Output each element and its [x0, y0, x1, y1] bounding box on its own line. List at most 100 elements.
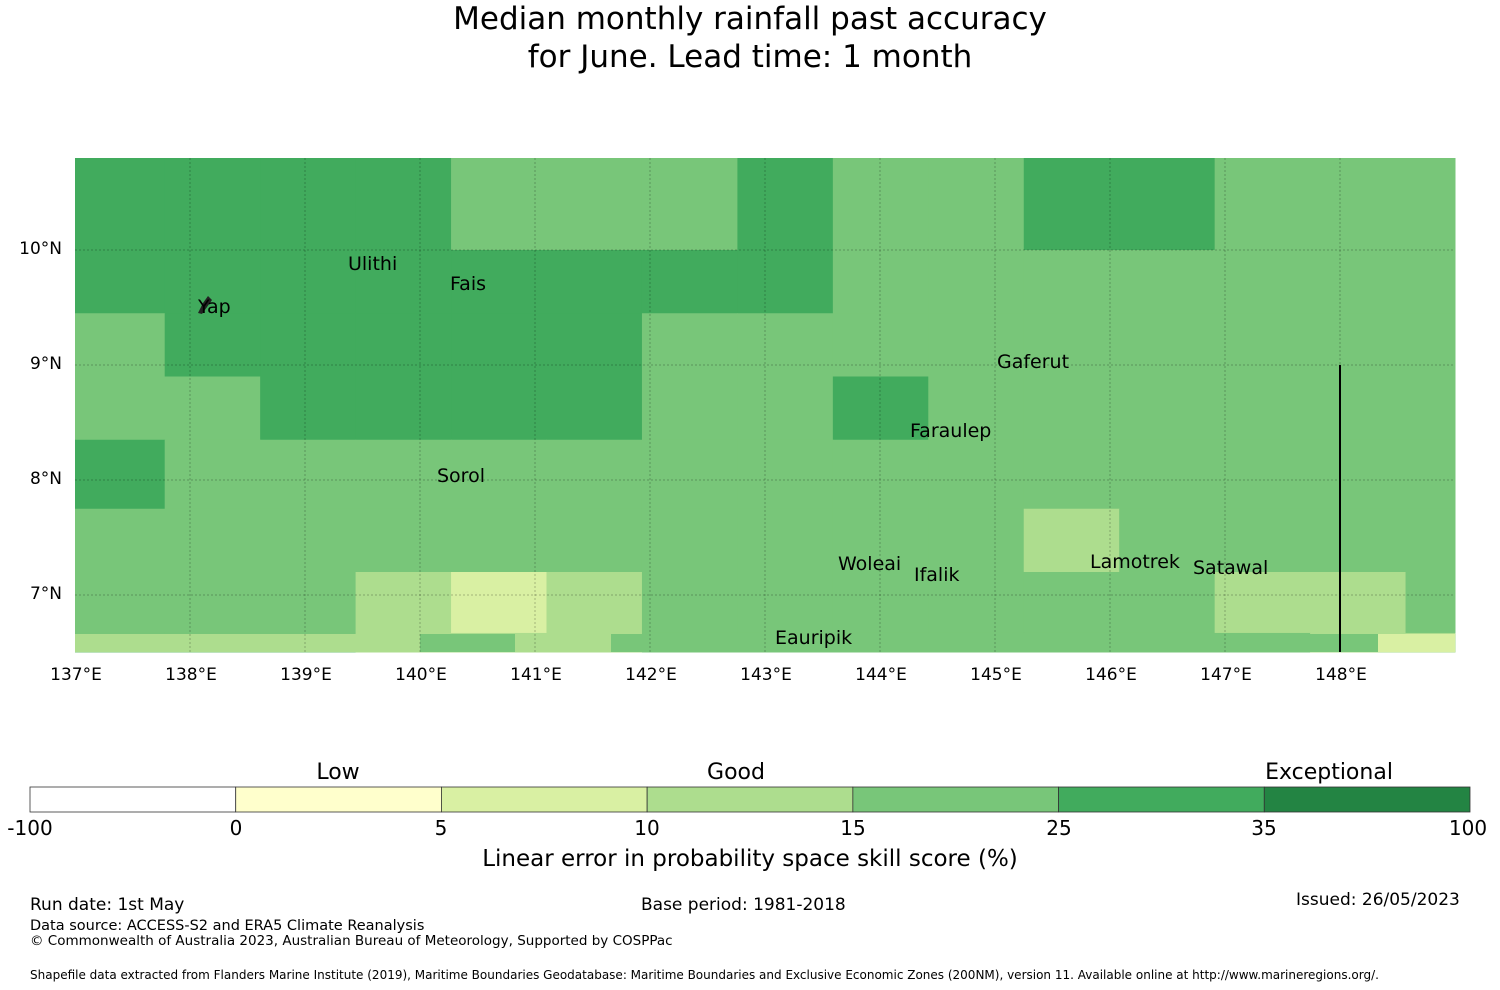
skill-cell	[451, 376, 547, 441]
skill-cell	[641, 313, 738, 377]
skill-cell	[1310, 439, 1407, 510]
skill-cell	[641, 376, 738, 441]
skill-cell	[546, 158, 643, 251]
lon-label-138E: 138°E	[165, 665, 217, 685]
skill-cell	[1023, 250, 1120, 314]
data-source: Data source: ACCESS-S2 and ERA5 Climate …	[30, 918, 425, 934]
skill-cell	[1405, 439, 1456, 510]
skill-cell	[1214, 572, 1311, 634]
skill-cell	[1405, 313, 1456, 377]
place-label-lamotrek: Lamotrek	[1090, 551, 1180, 573]
skill-cell	[928, 508, 1025, 573]
skill-cell	[451, 508, 547, 573]
skill-cell	[737, 376, 834, 441]
skill-cell	[641, 508, 738, 573]
skill-cell	[546, 250, 643, 314]
lon-label-137E: 137°E	[50, 665, 102, 685]
skill-cell	[451, 158, 547, 251]
skill-cell	[928, 158, 1025, 251]
skill-cell	[260, 572, 357, 634]
skill-cell	[1119, 376, 1216, 441]
skill-cell	[546, 376, 643, 441]
skill-cell	[355, 439, 452, 510]
skill-cell	[1119, 250, 1216, 314]
place-label-woleai: Woleai	[838, 553, 902, 575]
skill-cell	[164, 250, 261, 314]
colorbar-segment	[29, 786, 237, 813]
skill-cell	[1310, 508, 1407, 573]
skill-cell	[1405, 158, 1456, 251]
skill-cell	[1119, 313, 1216, 377]
skill-cell	[832, 508, 929, 573]
colorbar-tick: 100	[1448, 816, 1488, 840]
skill-cell	[928, 250, 1025, 314]
skill-cell	[1310, 158, 1407, 251]
skill-cell	[1214, 376, 1311, 441]
skill-cell	[1310, 376, 1407, 441]
skill-cell	[1023, 158, 1120, 251]
skill-cell	[928, 572, 1025, 634]
skill-cell	[355, 158, 452, 251]
skill-cell	[75, 439, 166, 510]
skill-cell	[1310, 572, 1407, 634]
base-period: Base period: 1981-2018	[641, 895, 846, 915]
skill-cell	[515, 634, 611, 652]
skill-cell	[1310, 313, 1407, 377]
skill-cell	[75, 250, 166, 314]
lon-label-147E: 147°E	[1200, 665, 1252, 685]
lon-label-140E: 140°E	[395, 665, 447, 685]
run-date: Run date: 1st May	[30, 895, 185, 915]
skill-cell	[1023, 572, 1120, 634]
skill-cell	[641, 158, 738, 251]
skill-cell	[355, 508, 452, 573]
skill-cell	[420, 634, 515, 652]
skill-cell	[164, 376, 261, 441]
skill-cell	[164, 572, 261, 634]
skill-cell	[75, 508, 166, 573]
skill-cell	[1119, 439, 1216, 510]
colorbar-heading-good: Good	[707, 760, 765, 785]
skill-cell	[355, 250, 452, 314]
colorbar-heading-low: Low	[316, 760, 360, 785]
skill-cell	[164, 508, 261, 573]
colorbar-tick: 15	[840, 816, 866, 840]
skill-cell	[928, 439, 1025, 510]
skill-cell	[1405, 572, 1456, 634]
skill-cell	[75, 376, 166, 441]
skill-cell	[164, 439, 261, 510]
skill-grid-cells	[75, 158, 1456, 653]
copyright: © Commonwealth of Australia 2023, Austra…	[30, 933, 673, 949]
skill-cell	[1023, 439, 1120, 510]
colorbar-tick: 25	[1046, 816, 1072, 840]
skill-cell	[737, 313, 834, 377]
skill-cell	[832, 158, 929, 251]
place-label-faraulep: Faraulep	[910, 420, 992, 442]
skill-cell	[260, 439, 357, 510]
skill-cell	[1405, 250, 1456, 314]
skill-cell	[1119, 158, 1216, 251]
skill-cell	[611, 634, 1378, 652]
graticule-lines	[75, 158, 1455, 652]
skill-cell	[260, 508, 357, 573]
skill-cell	[832, 439, 929, 510]
place-label-ulithi: Ulithi	[348, 253, 398, 275]
place-label-sorol: Sorol	[437, 465, 485, 487]
skill-cell	[1378, 634, 1455, 652]
skill-cell	[1405, 508, 1456, 573]
colorbar-segment	[852, 786, 1059, 813]
skill-cell	[451, 250, 547, 314]
lat-label-7N: 7°N	[29, 584, 62, 604]
skill-cell	[546, 572, 643, 634]
title-line-2: for June. Lead time: 1 month	[527, 39, 973, 75]
skill-cell	[1214, 158, 1311, 251]
skill-cell	[1119, 508, 1216, 573]
skill-cell	[164, 158, 261, 251]
skill-cell	[1310, 250, 1407, 314]
skill-cell	[75, 313, 166, 377]
skill-cell	[1119, 572, 1216, 634]
colorbar	[29, 786, 1471, 813]
skill-cell	[1214, 439, 1311, 510]
colorbar-tick: 35	[1251, 816, 1277, 840]
skill-cell	[451, 439, 547, 510]
